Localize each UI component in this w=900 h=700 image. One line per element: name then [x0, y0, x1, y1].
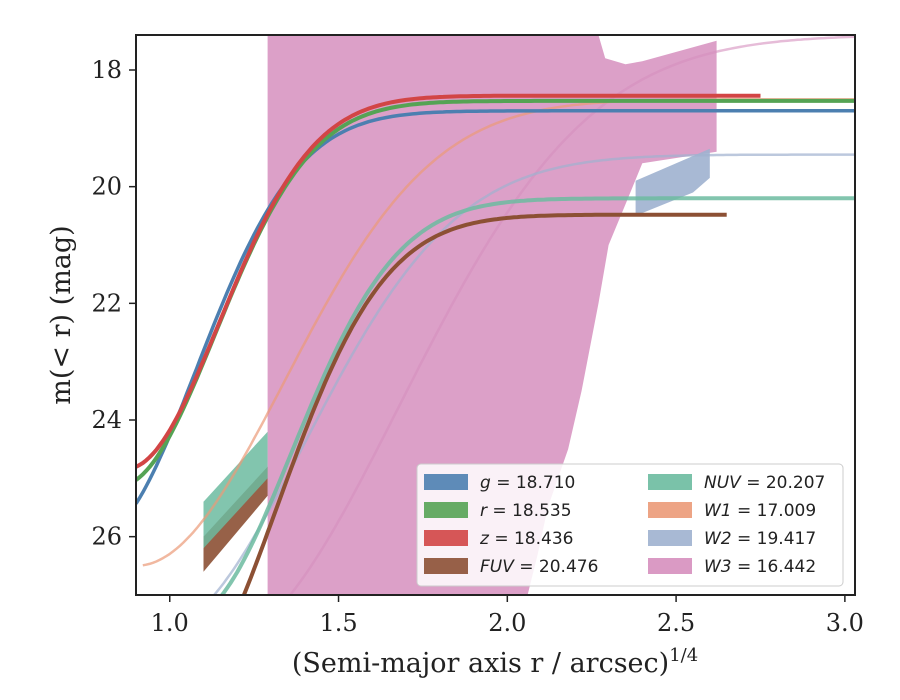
nuv-inner-error-band: [203, 431, 268, 549]
series-line-fuv: [241, 212, 727, 595]
legend-label: W2 = 19.417: [704, 529, 816, 549]
series-line-z: [136, 93, 761, 469]
legend-swatch-right-2: [648, 530, 692, 546]
legend-label: W3 = 16.442: [704, 557, 816, 577]
legend-label: FUV = 20.476: [480, 557, 598, 577]
legend-swatch-left-2: [424, 530, 468, 546]
legend-swatch-right-3: [648, 558, 692, 574]
x-tick-label: 1.5: [319, 609, 357, 637]
x-tick-label: 2.5: [657, 609, 695, 637]
series-curves: [136, 35, 855, 595]
legend-label: NUV = 20.207: [704, 473, 825, 493]
x-tick-label: 2.0: [488, 609, 526, 637]
legend-swatch-left-0: [424, 474, 468, 490]
legend: g = 18.710 r = 18.535 z = 18.436 FUV = 20.4…: [416, 463, 844, 587]
y-tick-label: 18: [91, 56, 122, 84]
series-line-nuv: [219, 196, 855, 595]
x-axis-title: (Semi-major axis r / arcsec)1/4: [292, 645, 698, 679]
y-tick-label: 20: [91, 173, 122, 201]
x-tick-label: 1.0: [151, 609, 189, 637]
y-tick-label: 26: [91, 523, 122, 551]
legend-label: z = 18.436: [479, 529, 573, 549]
legend-swatch-right-0: [648, 474, 692, 490]
legend-swatch-right-1: [648, 502, 692, 518]
series-line-g: [136, 109, 855, 505]
w3-error-band: [267, 35, 717, 595]
axis-ticks: 1.0 1.5 2.0 2.5 3.0 18 20 22 24 26: [91, 56, 864, 637]
legend-label: r = 18.535: [480, 501, 572, 521]
x-tick-label: 3.0: [826, 609, 864, 637]
plot-frame: [135, 34, 856, 596]
series-line-w3: [288, 35, 855, 595]
legend-label: g = 18.710: [480, 473, 575, 493]
plot-area: [136, 35, 855, 595]
y-tick-label: 24: [91, 406, 122, 434]
y-axis-title: m(< r) (mag): [46, 225, 77, 404]
legend-label: W1 = 17.009: [704, 501, 816, 521]
y-tick-label: 22: [91, 289, 122, 317]
legend-box: [416, 463, 844, 587]
legend-swatch-left-3: [424, 558, 468, 574]
legend-swatch-left-1: [424, 502, 468, 518]
